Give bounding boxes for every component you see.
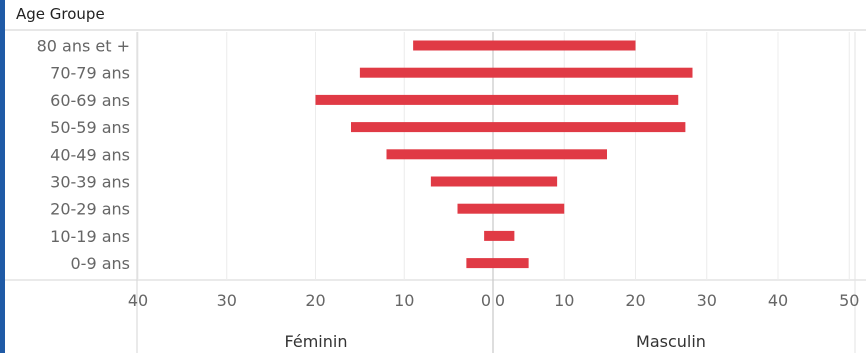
bar-masculin — [493, 122, 686, 133]
category-label: 20-29 ans — [50, 200, 130, 219]
x-tick-label: 10 — [394, 291, 414, 310]
bar-masculin — [493, 94, 679, 105]
category-label: 50-59 ans — [50, 118, 130, 137]
panel-label-feminin: Féminin — [285, 332, 348, 351]
bar-feminin — [413, 40, 493, 51]
bar-feminin — [315, 94, 493, 105]
bar-feminin — [484, 230, 493, 241]
category-label: 0-9 ans — [71, 254, 131, 273]
bar-masculin — [493, 203, 565, 214]
row-header-label: Age Groupe — [16, 5, 105, 23]
x-tick-label: 30 — [697, 291, 717, 310]
bar-masculin — [493, 230, 515, 241]
x-tick-label: 20 — [305, 291, 325, 310]
x-tick-label: 50 — [839, 291, 859, 310]
bar-feminin — [359, 67, 493, 78]
category-label: 60-69 ans — [50, 91, 130, 110]
x-tick-label: 30 — [217, 291, 237, 310]
bar-masculin — [493, 40, 636, 51]
left-border — [0, 0, 5, 353]
category-label: 80 ans et + — [37, 37, 130, 56]
panel-label-masculin: Masculin — [636, 332, 706, 351]
bar-masculin — [493, 149, 607, 160]
bar-masculin — [493, 258, 529, 269]
bar-feminin — [430, 176, 493, 187]
category-label: 30-39 ans — [50, 173, 130, 192]
bar-feminin — [457, 203, 493, 214]
x-tick-label: 40 — [128, 291, 148, 310]
category-label: 10-19 ans — [50, 227, 130, 246]
x-tick-label: 40 — [768, 291, 788, 310]
x-tick-label: 0 — [481, 291, 491, 310]
bar-masculin — [493, 176, 558, 187]
category-label: 40-49 ans — [50, 145, 130, 164]
x-tick-label: 10 — [554, 291, 574, 310]
x-tick-label: 0 — [495, 291, 505, 310]
bar-masculin — [493, 67, 693, 78]
bar-feminin — [466, 258, 493, 269]
bar-feminin — [351, 122, 493, 133]
category-label: 70-79 ans — [50, 64, 130, 83]
x-tick-label: 20 — [625, 291, 645, 310]
bar-feminin — [386, 149, 493, 160]
